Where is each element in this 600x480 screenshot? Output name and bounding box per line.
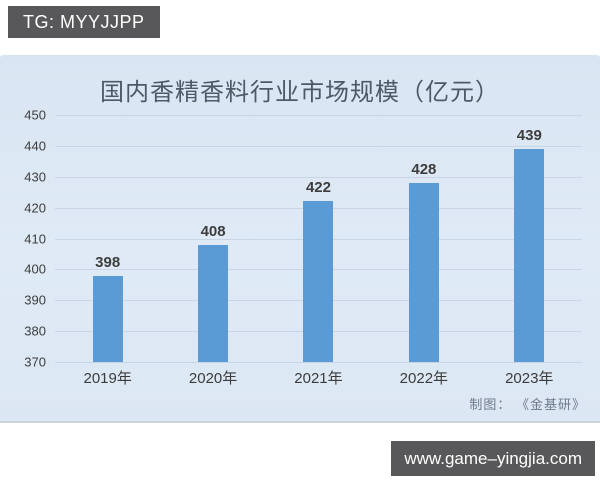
x-axis-category-label: 2021年 [294, 370, 343, 387]
bar-slot: 428 [371, 115, 476, 362]
y-axis-tick-label: 380 [24, 323, 46, 339]
bar [303, 201, 334, 362]
y-axis-tick-label: 420 [24, 200, 46, 216]
gridline [55, 362, 582, 363]
bar-slot: 398 [55, 115, 160, 362]
x-axis-category-label: 2022年 [399, 370, 449, 387]
chart-title: 国内香精香料行业市场规模（亿元） [100, 79, 500, 106]
bar-value-label: 428 [411, 160, 437, 178]
bar [198, 244, 229, 362]
chart-panel: 国内香精香料行业市场规模（亿元） 450 440 430 420 410 400 390 38… [0, 55, 600, 423]
bar-slot: 422 [266, 115, 371, 362]
bar-value-label: 439 [516, 126, 542, 144]
y-axis-tick-label: 430 [24, 169, 46, 185]
y-axis-tick-label: 440 [24, 138, 46, 154]
bar-value-label: 398 [95, 253, 121, 271]
y-axis-tick-label: 410 [24, 231, 46, 246]
x-axis-labels: 2019年 2020年 2021年 2022年 2023年 [55, 367, 582, 388]
x-axis-category-label: 2023年 [505, 370, 554, 387]
website-watermark-text: www.game–yingjia.com [404, 448, 582, 468]
y-axis-tick-label: 450 [24, 107, 46, 123]
plot-area: 398 408 422 428 439 [55, 115, 582, 363]
gridline [55, 176, 582, 178]
tg-watermark-text: TG: MYYJJPP [23, 11, 145, 32]
y-axis-tick-label: 390 [24, 292, 46, 308]
bar-value-label: 422 [305, 179, 331, 197]
bar [92, 275, 123, 362]
bar-value-label: 408 [200, 222, 226, 240]
y-axis-tick-label: 370 [24, 354, 46, 370]
bar [514, 148, 545, 362]
gridline [55, 145, 582, 147]
bar-slot: 408 [160, 115, 265, 362]
x-axis-category-label: 2020年 [188, 370, 238, 387]
website-watermark-badge: www.game–yingjia.com [391, 441, 595, 476]
x-axis-category-label: 2019年 [83, 370, 132, 387]
y-axis-labels: 450 440 430 420 410 400 390 380 370 [0, 108, 46, 370]
bar [408, 182, 439, 362]
bar-slot: 439 [477, 115, 582, 362]
chart-credit: 制图： 《金基研》 [469, 397, 586, 412]
y-axis-tick-label: 400 [24, 261, 46, 277]
tg-watermark-badge: TG: MYYJJPP [8, 6, 160, 38]
gridline [55, 115, 582, 116]
